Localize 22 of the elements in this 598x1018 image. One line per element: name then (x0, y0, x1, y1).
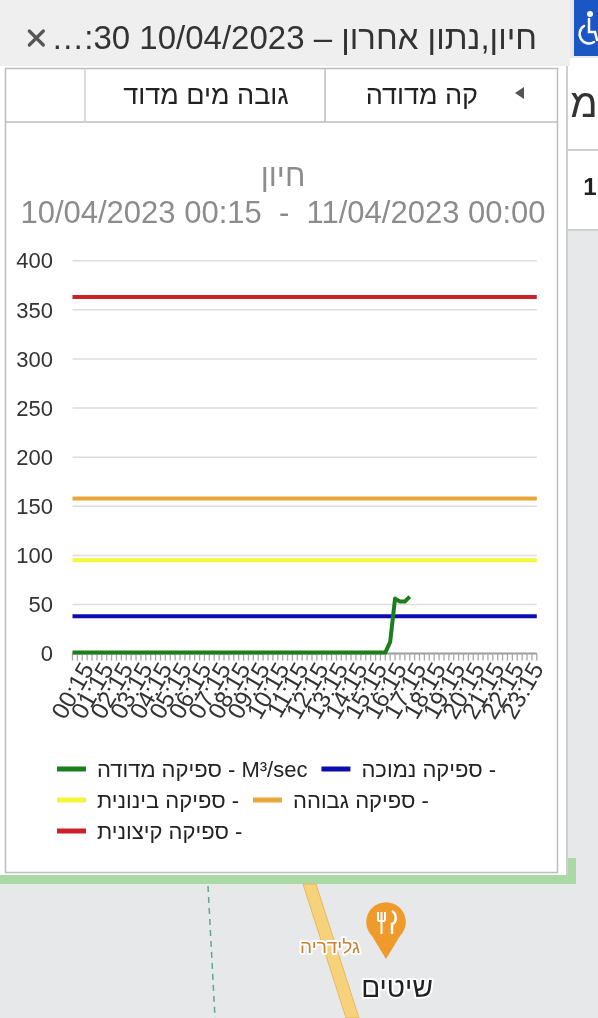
text: גובה מים מדוד (123, 80, 289, 110)
legend-label: ספיקה מדודה - M³/sec (97, 756, 308, 782)
y-tick-label: 250 (16, 395, 53, 421)
text: שיטים (361, 972, 433, 1003)
text: קה מדודה (365, 80, 478, 110)
y-tick-label: 350 (16, 297, 53, 323)
y-tick-label: 100 (16, 543, 53, 569)
legend-label: ספיקה קיצונית - (97, 818, 243, 844)
y-tick-label: 50 (28, 592, 53, 618)
y-tick-label: 0 (40, 641, 53, 667)
legend-label: ספיקה בינונית - (97, 787, 240, 813)
text: מ (570, 81, 598, 125)
line-series (70, 594, 412, 655)
legend-label: ספיקה גבוהה - (293, 787, 429, 813)
y-tick-label: 300 (16, 346, 53, 372)
y-tick-label: 200 (16, 444, 53, 470)
y-tick-label: 150 (16, 493, 53, 519)
chart-subtitle: 10/04/2023 00:15 - 11/04/2023 00:00 (20, 195, 546, 230)
legend-label: ספיקה נמוכה - (361, 756, 497, 782)
chart-title: חיון (260, 158, 306, 193)
y-tick-label: 400 (16, 248, 53, 274)
text: 1 (583, 173, 597, 200)
